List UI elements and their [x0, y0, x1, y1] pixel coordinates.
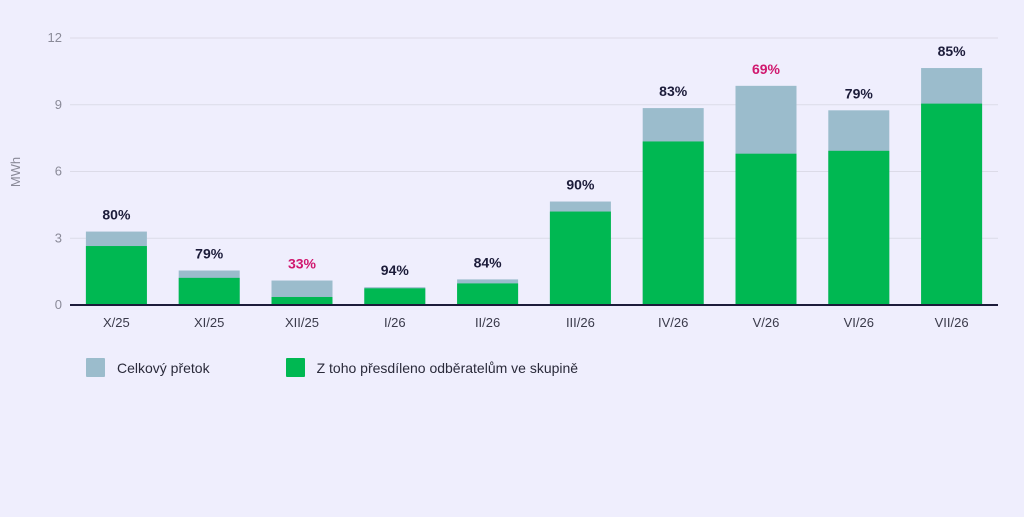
- data-label-0: 80%: [102, 207, 131, 223]
- y-tick-label: 12: [48, 30, 62, 45]
- x-tick-label-4: II/26: [475, 315, 500, 330]
- bar-shared-9: [921, 103, 983, 305]
- x-tick-label-2: XII/25: [285, 315, 319, 330]
- bar-shared-6: [642, 141, 704, 305]
- legend-swatch-total: [86, 358, 105, 377]
- bar-shared-7: [735, 153, 797, 305]
- data-label-1: 79%: [195, 246, 224, 262]
- bar-shared-5: [549, 211, 611, 305]
- legend-label-shared: Z toho přesdíleno odběratelům ve skupině: [316, 359, 579, 376]
- x-tick-label-7: V/26: [753, 315, 780, 330]
- legend: Celkový přetok Z toho přesdíleno odběrat…: [86, 358, 654, 377]
- data-label-8: 79%: [845, 85, 874, 101]
- x-tick-label-8: VI/26: [844, 315, 874, 330]
- bar-shared-8: [828, 150, 890, 305]
- bar-shared-2: [271, 296, 333, 305]
- bar-shared-3: [364, 288, 426, 305]
- x-tick-label-9: VII/26: [935, 315, 969, 330]
- x-tick-label-1: XI/25: [194, 315, 224, 330]
- data-label-9: 85%: [938, 43, 967, 59]
- data-label-5: 90%: [566, 177, 595, 193]
- data-label-4: 84%: [474, 254, 503, 270]
- data-label-6: 83%: [659, 83, 688, 99]
- y-tick-label: 9: [55, 97, 62, 112]
- legend-item-total: Celkový přetok: [86, 358, 210, 377]
- y-tick-label: 3: [55, 230, 62, 245]
- data-label-7: 69%: [752, 61, 781, 77]
- data-label-3: 94%: [381, 262, 410, 278]
- bar-shared-1: [178, 277, 240, 305]
- x-tick-label-6: IV/26: [658, 315, 688, 330]
- y-tick-label: 6: [55, 164, 62, 179]
- data-label-2: 33%: [288, 256, 317, 272]
- legend-item-shared: Z toho přesdíleno odběratelům ve skupině: [285, 358, 579, 377]
- y-tick-label: 0: [55, 297, 62, 312]
- y-axis-label: MWh: [8, 157, 23, 187]
- x-tick-label-0: X/25: [103, 315, 130, 330]
- bar-shared-4: [457, 283, 519, 305]
- legend-label-total: Celkový přetok: [117, 359, 210, 376]
- x-tick-label-5: III/26: [566, 315, 595, 330]
- bar-shared-0: [85, 246, 147, 305]
- x-tick-label-3: I/26: [384, 315, 406, 330]
- legend-swatch-shared: [285, 358, 305, 377]
